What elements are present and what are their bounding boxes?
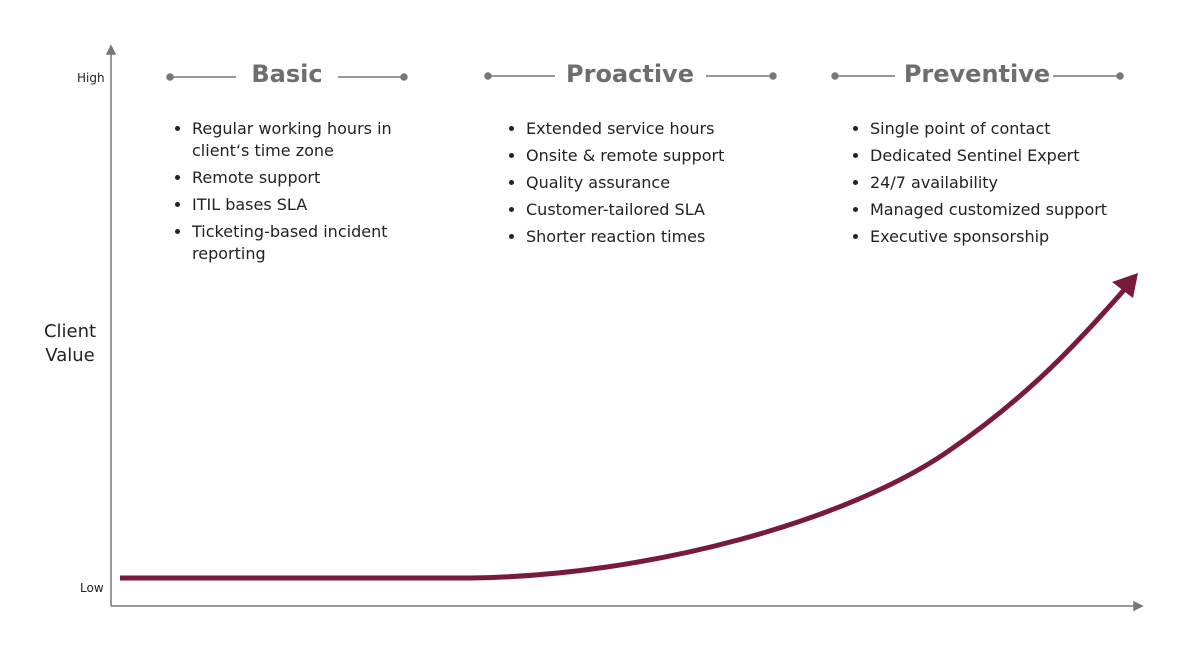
rule-dot [400, 73, 408, 81]
bullet-item: Onsite & remote support [526, 145, 778, 167]
y-axis-title: Client Value [43, 321, 97, 366]
column-list: Single point of contact Dedicated Sentine… [852, 118, 1122, 253]
bullet-item: Remote support [192, 167, 412, 189]
curve-arrowhead [1112, 273, 1138, 298]
bullet-item: 24/7 availability [870, 172, 1122, 194]
column-title: Proactive [566, 60, 694, 88]
bullet-item: ITIL bases SLA [192, 194, 412, 216]
column-title: Preventive [903, 60, 1051, 88]
bullet-list: Single point of contact Dedicated Sentine… [852, 118, 1122, 248]
bullet-item: Customer-tailored SLA [526, 199, 778, 221]
rule-dot [1116, 72, 1124, 80]
rule-dot [769, 72, 777, 80]
x-axis-arrow [1133, 600, 1144, 612]
bullet-item: Quality assurance [526, 172, 778, 194]
column-list: Extended service hours Onsite & remote su… [508, 118, 778, 253]
bullet-item: Extended service hours [526, 118, 778, 140]
bullet-item: Shorter reaction times [526, 226, 778, 248]
rule-dot [831, 72, 839, 80]
value-curve [120, 288, 1126, 581]
bullet-item: Single point of contact [870, 118, 1122, 140]
bullet-item: Ticketing-based incident reporting [192, 221, 412, 265]
bullet-list: Regular working hours in client‘s time z… [174, 118, 412, 265]
bullet-list: Extended service hours Onsite & remote su… [508, 118, 778, 248]
rule-dot [484, 72, 492, 80]
column-title: Basic [251, 60, 323, 88]
bullet-item: Dedicated Sentinel Expert [870, 145, 1122, 167]
y-axis-arrow [105, 44, 117, 55]
bullet-item: Regular working hours in client‘s time z… [192, 118, 412, 162]
bullet-item: Managed customized support [870, 199, 1122, 221]
rule-dot [166, 73, 174, 81]
bullet-item: Executive sponsorship [870, 226, 1122, 248]
y-high-label: High [77, 71, 105, 85]
column-list: Regular working hours in client‘s time z… [174, 118, 444, 270]
y-low-label: Low [80, 581, 104, 595]
